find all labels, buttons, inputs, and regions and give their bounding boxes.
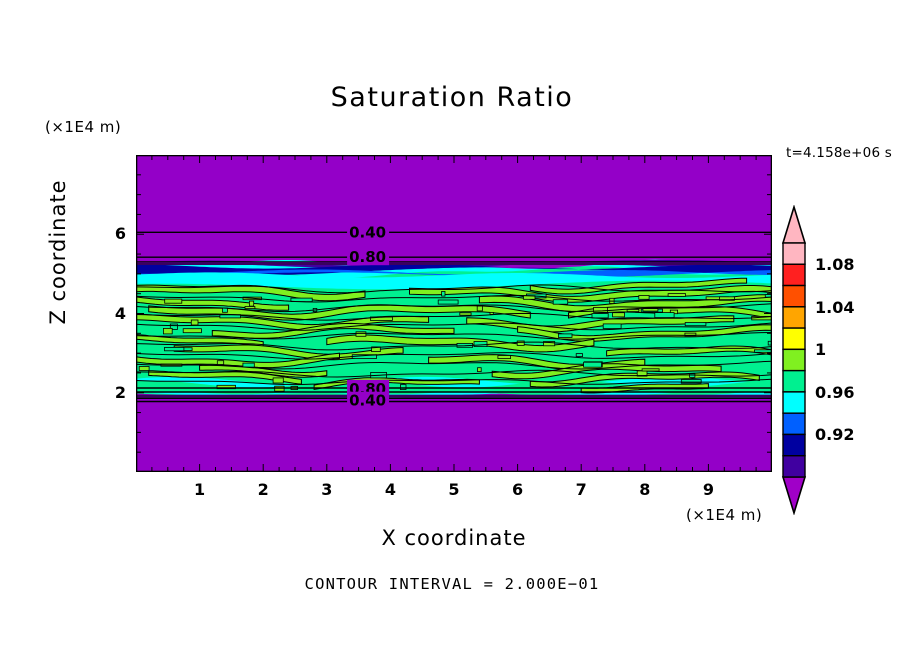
x-tick-label: 2 — [257, 480, 269, 499]
x-tick-label: 5 — [448, 480, 460, 499]
x-tick-label: 1 — [194, 480, 206, 499]
x-tick-label: 3 — [321, 480, 333, 499]
timestamp-label: t=4.158e+06 s — [786, 145, 892, 161]
colorbar-tick-label: 1.04 — [815, 297, 855, 317]
contour-interval-caption: CONTOUR INTERVAL = 2.000E−01 — [304, 575, 600, 593]
x-axis-title: X coordinate — [381, 526, 527, 550]
x-tick-label: 9 — [702, 480, 714, 499]
colorbar-tick-label: 0.96 — [815, 382, 855, 402]
x-tick-label: 4 — [384, 480, 396, 499]
contour-label: 0.80 — [349, 248, 386, 266]
contour-label: 0.40 — [349, 392, 386, 410]
x-axis-units-label: (×1E4 m) — [686, 506, 763, 524]
colorbar — [781, 205, 807, 515]
y-tick-label: 6 — [114, 224, 126, 244]
x-tick-label: 8 — [639, 480, 651, 499]
y-axis-units-label: (×1E4 m) — [45, 118, 122, 136]
contour-plot: 0.400.800.800.40 — [136, 155, 772, 472]
x-tick-label: 6 — [512, 480, 524, 499]
y-tick-label: 2 — [114, 382, 126, 402]
chart-title: Saturation Ratio — [330, 82, 574, 113]
y-tick-label: 4 — [114, 303, 126, 323]
contour-label: 0.40 — [349, 223, 386, 241]
y-axis-title: Z coordinate — [46, 179, 70, 325]
colorbar-tick-label: 0.92 — [815, 425, 855, 445]
x-tick-label: 7 — [575, 480, 587, 499]
colorbar-tick-label: 1.08 — [815, 255, 855, 275]
colorbar-tick-label: 1 — [815, 340, 827, 360]
